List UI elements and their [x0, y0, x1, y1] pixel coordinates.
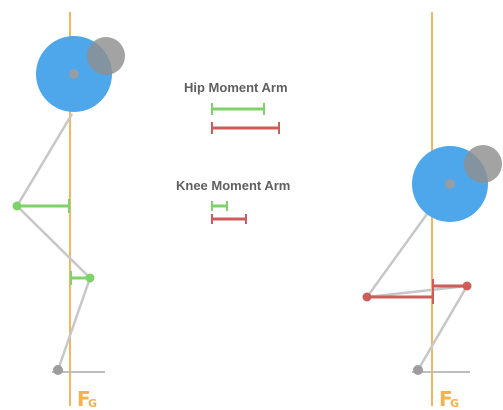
right-barbell-center-dot	[445, 179, 455, 189]
right-squat-figure: F G	[362, 12, 502, 410]
left-knee-joint	[85, 273, 95, 283]
right-force-label-main: F	[439, 387, 453, 410]
left-hip-joint	[12, 201, 22, 211]
hip-moment-arm-title: Hip Moment Arm	[184, 80, 288, 95]
left-shin-segment	[56, 277, 92, 371]
left-squat-figure: F G	[12, 12, 125, 410]
left-force-label-main: F	[77, 387, 91, 410]
right-shin-segment	[416, 285, 469, 371]
left-ankle-joint	[53, 365, 63, 375]
left-femur-segment	[15, 113, 74, 207]
right-hip-joint	[362, 292, 372, 302]
moment-arm-legend: Hip Moment Arm Knee Moment Arm	[176, 80, 290, 224]
right-knee-joint	[462, 281, 472, 291]
knee-moment-arm-title: Knee Moment Arm	[176, 178, 290, 193]
right-thigh-segment	[366, 284, 468, 299]
left-barbell-center-dot	[69, 69, 79, 79]
right-barbell-end-cap	[464, 145, 502, 183]
right-ankle-joint	[413, 365, 423, 375]
left-force-label-sub: G	[88, 397, 97, 410]
left-barbell-end-cap	[87, 37, 125, 75]
left-thigh-segment	[16, 205, 91, 279]
right-force-label-sub: G	[450, 397, 459, 410]
